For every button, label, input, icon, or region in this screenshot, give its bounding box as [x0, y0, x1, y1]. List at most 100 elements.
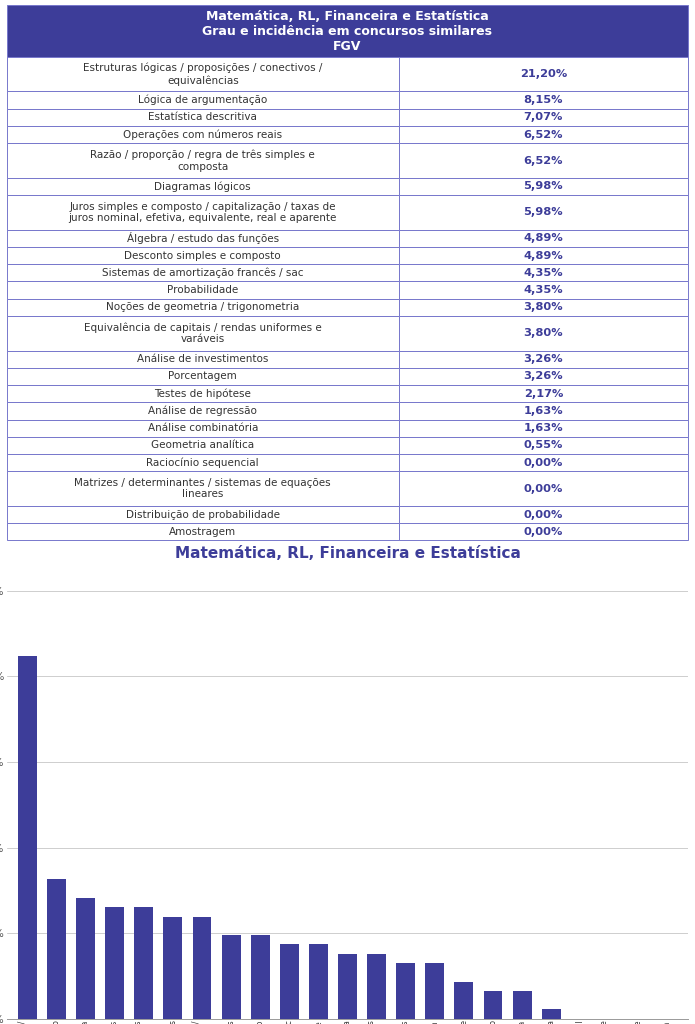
Text: 21,20%: 21,20%: [520, 70, 567, 79]
Text: 0,55%: 0,55%: [523, 440, 563, 451]
Bar: [7, 109, 398, 126]
Bar: [7, 437, 398, 454]
Text: Porcentagem: Porcentagem: [168, 372, 237, 381]
Bar: [7, 454, 398, 471]
Bar: [7, 178, 398, 196]
Text: 3,80%: 3,80%: [523, 302, 563, 312]
Bar: [398, 523, 688, 541]
Text: 5,98%: 5,98%: [523, 181, 563, 191]
Bar: [7, 143, 398, 178]
Bar: [7, 350, 398, 368]
Bar: [7, 126, 398, 143]
Text: Geometria analítica: Geometria analítica: [152, 440, 254, 451]
Bar: [7, 91, 398, 109]
Bar: [398, 437, 688, 454]
Bar: [76, 898, 95, 1019]
Text: 4,89%: 4,89%: [523, 251, 563, 260]
Text: Lógica de argumentação: Lógica de argumentação: [138, 95, 268, 105]
Bar: [47, 880, 66, 1019]
Text: Análise de regressão: Análise de regressão: [148, 406, 257, 416]
Text: Desconto simples e composto: Desconto simples e composto: [124, 251, 281, 260]
Text: Matrizes / determinantes / sistemas de equações
lineares: Matrizes / determinantes / sistemas de e…: [74, 478, 331, 500]
Bar: [398, 91, 688, 109]
Text: 4,35%: 4,35%: [523, 285, 563, 295]
Text: Amostragem: Amostragem: [169, 526, 236, 537]
Bar: [398, 57, 688, 91]
Bar: [398, 126, 688, 143]
Bar: [7, 264, 398, 282]
Text: Estatística descritiva: Estatística descritiva: [148, 113, 257, 123]
Text: 8,15%: 8,15%: [523, 95, 563, 105]
Text: 4,35%: 4,35%: [523, 268, 563, 278]
Text: Álgebra / estudo das funções: Álgebra / estudo das funções: [126, 232, 279, 245]
Bar: [398, 264, 688, 282]
Bar: [7, 471, 398, 506]
Text: 0,00%: 0,00%: [523, 526, 563, 537]
Text: 7,07%: 7,07%: [523, 113, 563, 123]
Bar: [367, 953, 386, 1019]
Bar: [251, 935, 270, 1019]
Bar: [398, 282, 688, 299]
Bar: [18, 656, 37, 1019]
Text: 3,80%: 3,80%: [523, 329, 563, 338]
Text: 2,17%: 2,17%: [523, 389, 563, 398]
Text: Estruturas lógicas / proposições / conectivos /
equivalências: Estruturas lógicas / proposições / conec…: [83, 62, 322, 86]
Text: Noções de geometria / trigonometria: Noções de geometria / trigonometria: [106, 302, 300, 312]
Bar: [455, 982, 473, 1019]
Bar: [7, 420, 398, 437]
Bar: [398, 143, 688, 178]
Bar: [398, 454, 688, 471]
Bar: [7, 385, 398, 402]
Text: Juros simples e composto / capitalização / taxas de
juros nominal, efetiva, equi: Juros simples e composto / capitalização…: [69, 202, 337, 223]
Bar: [7, 316, 398, 350]
Bar: [105, 907, 124, 1019]
Bar: [193, 916, 211, 1019]
Text: Operações com números reais: Operações com números reais: [123, 129, 282, 140]
Bar: [7, 247, 398, 264]
Bar: [513, 991, 532, 1019]
Bar: [7, 506, 398, 523]
Text: 0,00%: 0,00%: [523, 458, 563, 468]
Bar: [7, 523, 398, 541]
Bar: [134, 907, 153, 1019]
Text: Distribuição de probabilidade: Distribuição de probabilidade: [126, 510, 280, 519]
Text: 0,00%: 0,00%: [523, 483, 563, 494]
Text: 3,26%: 3,26%: [523, 372, 563, 381]
Bar: [7, 196, 398, 229]
Text: 0,00%: 0,00%: [523, 510, 563, 519]
Text: Testes de hipótese: Testes de hipótese: [154, 388, 251, 399]
Text: Razão / proporção / regra de três simples e
composta: Razão / proporção / regra de três simple…: [90, 150, 315, 172]
Text: 3,26%: 3,26%: [523, 354, 563, 365]
Bar: [7, 299, 398, 316]
Bar: [222, 935, 240, 1019]
Text: 6,52%: 6,52%: [523, 156, 563, 166]
Bar: [7, 57, 398, 91]
Bar: [398, 506, 688, 523]
Bar: [396, 963, 415, 1019]
Bar: [7, 5, 688, 57]
Bar: [398, 247, 688, 264]
Text: Equivalência de capitais / rendas uniformes e
varáveis: Equivalência de capitais / rendas unifor…: [84, 323, 322, 344]
Text: 4,89%: 4,89%: [523, 233, 563, 244]
Text: Matemática, RL, Financeira e Estatística
Grau e incidência em concursos similare: Matemática, RL, Financeira e Estatística…: [202, 9, 493, 52]
Bar: [484, 991, 502, 1019]
Text: Probabilidade: Probabilidade: [167, 285, 238, 295]
Text: Sistemas de amortização francês / sac: Sistemas de amortização francês / sac: [102, 267, 304, 279]
Text: Raciocínio sequencial: Raciocínio sequencial: [147, 458, 259, 468]
Bar: [398, 316, 688, 350]
Text: 1,63%: 1,63%: [523, 423, 563, 433]
Bar: [398, 368, 688, 385]
Bar: [398, 299, 688, 316]
Text: Análise combinatória: Análise combinatória: [147, 423, 258, 433]
Bar: [398, 385, 688, 402]
Bar: [398, 229, 688, 247]
Bar: [398, 471, 688, 506]
Bar: [398, 196, 688, 229]
Bar: [280, 944, 299, 1019]
Bar: [7, 282, 398, 299]
Bar: [398, 350, 688, 368]
Title: Matemática, RL, Financeira e Estatística: Matemática, RL, Financeira e Estatística: [174, 546, 521, 561]
Bar: [163, 916, 182, 1019]
Bar: [398, 402, 688, 420]
Text: Diagramas lógicos: Diagramas lógicos: [154, 181, 251, 191]
